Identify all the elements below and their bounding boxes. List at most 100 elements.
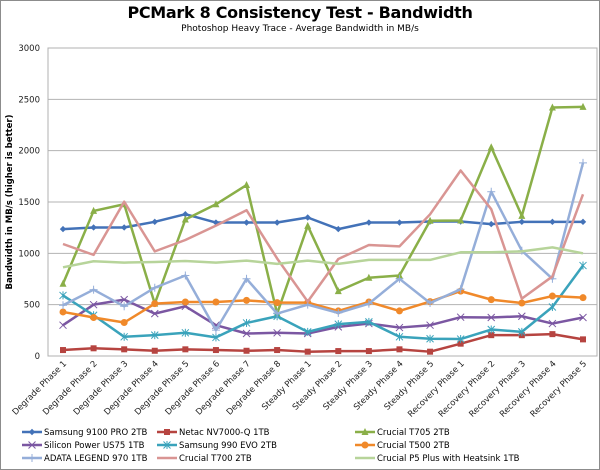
data-point — [212, 333, 220, 342]
legend-item[interactable]: Silicon Power US75 1TB — [22, 441, 145, 451]
data-point — [273, 219, 281, 226]
data-point — [150, 309, 159, 318]
x-tick-label: Degrade Phase 7 — [194, 359, 252, 417]
y-tick-label: 2500 — [18, 95, 40, 105]
x-tick-label: Recovery Phase 4 — [498, 359, 559, 420]
series-line — [62, 332, 584, 353]
data-point — [334, 308, 343, 317]
y-tick-label: 500 — [24, 301, 40, 311]
data-point — [518, 211, 526, 219]
x-tick-label: Recovery Phase 5 — [529, 359, 590, 420]
legend-item[interactable]: Crucial P5 Plus with Heatsink 1TB — [355, 454, 520, 464]
data-point — [334, 287, 342, 295]
series-crucial-t705-2tb — [59, 102, 587, 317]
data-point — [579, 313, 587, 322]
series-netac-nv7000-q-1tb — [60, 331, 586, 355]
x-tick-label: Degrade Phase 1 — [11, 359, 69, 417]
data-point — [335, 348, 342, 355]
data-point — [518, 218, 526, 226]
legend-marker — [164, 429, 170, 435]
x-tick-label: Degrade Phase 6 — [164, 359, 222, 417]
data-point — [395, 307, 403, 315]
series-crucial-t500-2tb — [59, 287, 587, 327]
legend-item[interactable]: Samsung 990 EVO 2TB — [157, 441, 277, 451]
data-point — [579, 294, 587, 302]
x-tick-label: Degrade Phase 2 — [41, 359, 99, 417]
series-crucial-t700-2tb — [62, 169, 585, 303]
legend-label: Crucial T705 2TB — [377, 428, 450, 438]
data-point — [303, 327, 312, 336]
data-point — [59, 308, 67, 316]
legend-item[interactable]: ADATA LEGEND 970 1TB — [22, 454, 148, 464]
data-point — [90, 206, 98, 214]
legend-item[interactable]: Crucial T700 2TB — [157, 454, 252, 464]
data-point — [579, 261, 587, 270]
data-point — [120, 224, 128, 231]
data-point — [457, 340, 464, 347]
data-point — [488, 220, 495, 228]
data-point — [243, 347, 250, 354]
data-point — [365, 348, 372, 355]
data-point — [426, 334, 434, 343]
data-point — [150, 283, 159, 292]
data-point — [426, 299, 435, 308]
data-point — [243, 296, 251, 304]
legend-marker — [361, 428, 369, 435]
data-point — [395, 332, 404, 341]
legend-label: Crucial P5 Plus with Heatsink 1TB — [377, 454, 520, 464]
data-point — [212, 298, 220, 306]
y-tick-label: 1000 — [18, 249, 40, 259]
data-point — [456, 285, 465, 294]
legend-marker — [28, 428, 36, 436]
data-point — [456, 335, 465, 344]
data-point — [456, 313, 465, 322]
data-point — [365, 273, 373, 281]
legend-item[interactable]: Netac NV7000-Q 1TB — [157, 428, 270, 438]
chart-title: PCMark 8 Consistency Test - Bandwidth — [127, 3, 473, 22]
data-point — [396, 219, 403, 226]
data-point — [396, 346, 403, 353]
data-point — [59, 321, 67, 330]
x-tick-label: Recovery Phase 1 — [406, 359, 467, 420]
data-point — [90, 314, 98, 321]
legend-label: Crucial T500 2TB — [377, 441, 450, 451]
x-tick-label: Degrade Phase 5 — [133, 359, 191, 417]
legend: Samsung 9100 PRO 2TB Netac NV7000-Q 1TB Cr… — [22, 428, 520, 464]
data-point — [120, 319, 128, 327]
data-point — [181, 271, 190, 280]
series-lines — [59, 102, 587, 355]
legend-marker — [361, 441, 369, 449]
data-point — [59, 279, 67, 287]
legend-item[interactable]: Crucial T500 2TB — [355, 441, 450, 451]
data-point — [580, 336, 586, 343]
data-point — [89, 300, 98, 309]
legend-item[interactable]: Crucial T705 2TB — [355, 428, 450, 438]
data-point — [59, 225, 67, 233]
data-point — [517, 327, 526, 336]
series-line — [62, 264, 585, 341]
data-point — [182, 346, 189, 353]
series-line — [62, 246, 584, 269]
y-tick-label: 3000 — [18, 44, 40, 54]
data-point — [212, 200, 220, 208]
data-point — [59, 291, 67, 300]
legend-marker — [28, 441, 36, 449]
data-point — [426, 216, 434, 224]
data-point — [151, 218, 158, 226]
data-point — [517, 312, 526, 321]
x-tick-label: Recovery Phase 3 — [467, 359, 528, 420]
x-tick-label: Degrade Phase 8 — [225, 359, 283, 417]
data-point — [150, 331, 159, 340]
data-point — [518, 299, 526, 307]
data-point — [579, 218, 587, 226]
data-point — [181, 298, 189, 306]
data-point — [242, 318, 251, 327]
data-point — [120, 295, 129, 304]
data-point — [457, 216, 465, 224]
data-point — [427, 348, 434, 355]
legend-item[interactable]: Samsung 9100 PRO 2TB — [22, 428, 148, 438]
legend-label: Samsung 9100 PRO 2TB — [44, 428, 148, 438]
y-tick-label: 1500 — [18, 198, 40, 208]
data-point — [548, 292, 556, 300]
